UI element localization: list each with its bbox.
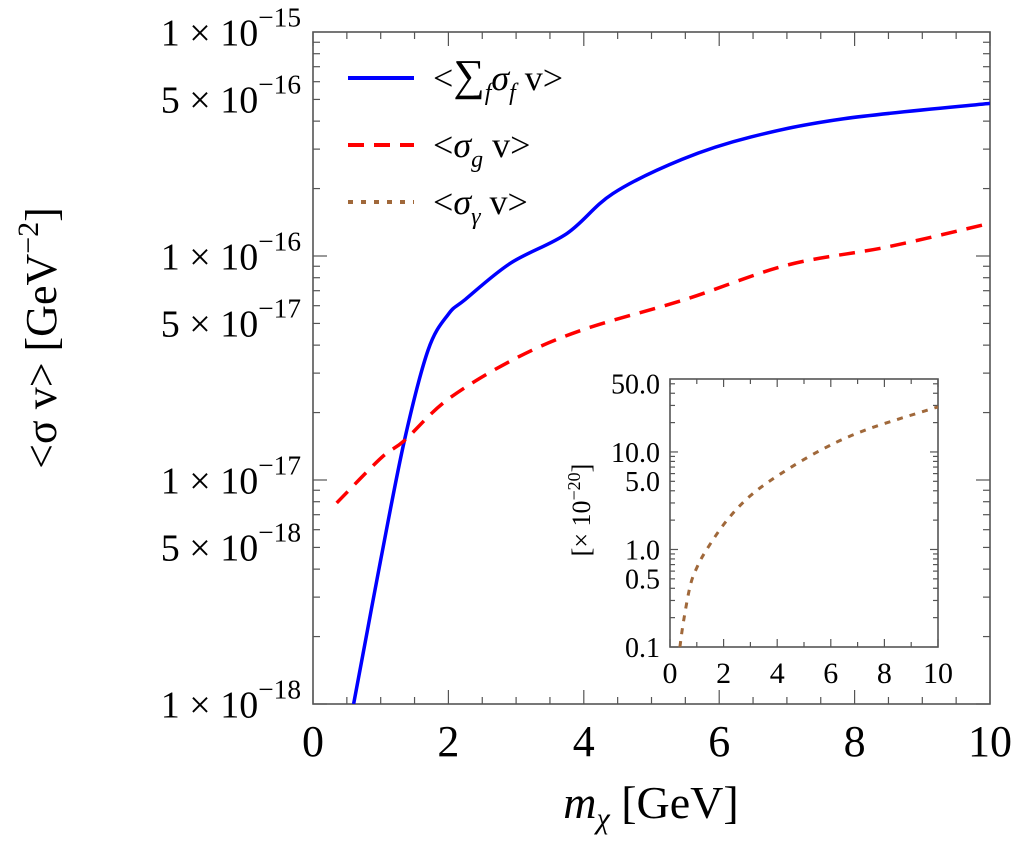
x-tick-label: 0 — [663, 657, 678, 690]
legend: <∑fσf v> <σg v> <σγ v> — [348, 51, 563, 230]
legend-label: <σg v> — [433, 125, 530, 173]
y-tick-label: 1.0 — [625, 535, 660, 566]
x-tick-label: 2 — [716, 657, 731, 690]
series-line-dashed — [335, 221, 990, 505]
x-tick-label: 2 — [437, 717, 459, 766]
x-tick-label: 6 — [823, 657, 838, 690]
y-tick-label: 1 × 10−17 — [161, 450, 301, 502]
y-axis-label: <σ v> [GeV−2] — [12, 207, 66, 469]
x-tick-label: 4 — [573, 717, 595, 766]
y-tick-label: 5.0 — [625, 467, 660, 498]
series-line-dotted — [678, 405, 938, 647]
y-tick-label: 0.5 — [625, 565, 660, 596]
x-tick-label: 10 — [968, 717, 1012, 766]
y-tick-label: 10.0 — [611, 438, 660, 469]
x-tick-label: 8 — [877, 657, 892, 690]
y-tick-label: 5 × 10−18 — [161, 518, 301, 570]
y-tick-label: 1 × 10−16 — [161, 226, 301, 278]
y-tick-label: 1 × 10−15 — [161, 2, 301, 54]
legend-label: <σγ v> — [433, 182, 528, 230]
y-tick-label: 1 × 10−18 — [161, 674, 301, 726]
y-tick-label: 50.0 — [611, 370, 660, 401]
x-tick-label: 6 — [708, 717, 730, 766]
x-tick-label: 4 — [770, 657, 785, 690]
legend-label: <∑fσf v> — [433, 51, 563, 106]
x-axis-label: mχ [GeV] — [563, 777, 738, 835]
x-tick-label: 0 — [302, 717, 324, 766]
main-plot: 0 2 4 6 8 101 × 10−155 × 10−161 × 10−165 × 10… — [161, 2, 1012, 766]
x-tick-label: 8 — [844, 717, 866, 766]
y-tick-label: 5 × 10−16 — [161, 70, 301, 122]
inset-y-axis-label: [× 10−20] — [564, 464, 596, 557]
y-tick-label: 5 × 10−17 — [161, 294, 301, 346]
inset-plot: 0 2 4 6 8 10 50.0 10.05.0 1.00.5 0.1 — [611, 370, 953, 690]
series-line-solid — [351, 101, 990, 704]
x-tick-label: 10 — [923, 657, 953, 690]
main-plot-frame — [312, 31, 991, 705]
y-tick-label: 0.1 — [625, 633, 660, 664]
